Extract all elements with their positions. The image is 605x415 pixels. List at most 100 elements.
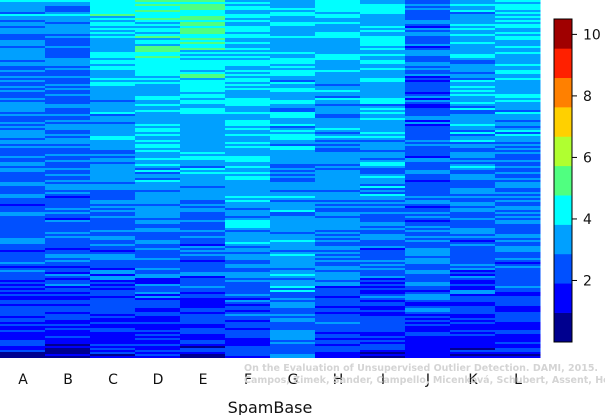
- heatmap-cell: [315, 4, 361, 6]
- heatmap-cell: [360, 290, 406, 292]
- heatmap-cell: [90, 248, 136, 250]
- heatmap-cell: [405, 116, 451, 118]
- heatmap-cell: [135, 176, 181, 178]
- heatmap-cell: [315, 178, 361, 180]
- heatmap-cell: [405, 316, 451, 318]
- heatmap-cell: [315, 228, 361, 230]
- heatmap-cell: [180, 80, 226, 82]
- heatmap-cell: [270, 206, 316, 208]
- heatmap-cell: [135, 308, 181, 310]
- heatmap-cell: [405, 144, 451, 146]
- heatmap-cell: [180, 202, 226, 204]
- heatmap-cell: [90, 174, 136, 176]
- heatmap-cell: [360, 68, 406, 70]
- heatmap-cell: [360, 332, 406, 334]
- heatmap-cell: [135, 46, 181, 48]
- heatmap-cell: [315, 58, 361, 60]
- heatmap-cell: [0, 168, 46, 170]
- heatmap-cell: [135, 118, 181, 120]
- heatmap-cell: [405, 328, 451, 330]
- heatmap-cell: [180, 118, 226, 120]
- heatmap-cell: [270, 164, 316, 166]
- heatmap-cell: [495, 198, 541, 200]
- heatmap-cell: [180, 214, 226, 216]
- heatmap-cell: [315, 180, 361, 182]
- heatmap-cell: [270, 180, 316, 182]
- heatmap-cell: [450, 0, 496, 2]
- heatmap-cell: [405, 314, 451, 316]
- heatmap-cell: [270, 228, 316, 230]
- heatmap-cell: [450, 256, 496, 258]
- heatmap-cell: [135, 284, 181, 286]
- heatmap-cell: [270, 298, 316, 300]
- heatmap-cell: [360, 206, 406, 208]
- heatmap-cell: [495, 348, 541, 350]
- heatmap-cell: [450, 278, 496, 280]
- heatmap-cell: [180, 88, 226, 90]
- heatmap-cell: [45, 128, 91, 130]
- heatmap-cell: [405, 122, 451, 124]
- heatmap-cell: [225, 216, 271, 218]
- heatmap-cell: [360, 24, 406, 26]
- heatmap-cell: [90, 234, 136, 236]
- heatmap-cell: [0, 212, 46, 214]
- heatmap-cell: [360, 104, 406, 106]
- heatmap-cell: [0, 136, 46, 138]
- heatmap-cell: [405, 196, 451, 198]
- heatmap-cell: [90, 298, 136, 300]
- heatmap-cell: [225, 14, 271, 16]
- heatmap-cell: [315, 106, 361, 108]
- heatmap-cell: [450, 280, 496, 282]
- heatmap-cell: [495, 212, 541, 214]
- heatmap-cell: [225, 346, 271, 348]
- heatmap-cell: [405, 224, 451, 226]
- heatmap-cell: [450, 218, 496, 220]
- heatmap-cell: [405, 130, 451, 132]
- heatmap-cell: [90, 354, 136, 356]
- heatmap-cell: [90, 8, 136, 10]
- heatmap-cell: [405, 330, 451, 332]
- heatmap-cell: [180, 308, 226, 310]
- heatmap-cell: [225, 248, 271, 250]
- heatmap-cell: [45, 320, 91, 322]
- heatmap-cell: [405, 284, 451, 286]
- heatmap-cell: [405, 56, 451, 58]
- heatmap-cell: [90, 78, 136, 80]
- heatmap-cell: [315, 326, 361, 328]
- heatmap-cell: [135, 316, 181, 318]
- heatmap-cell: [180, 222, 226, 224]
- heatmap-cell: [45, 154, 91, 156]
- heatmap-cell: [360, 336, 406, 338]
- heatmap-cell: [315, 206, 361, 208]
- heatmap-cell: [135, 52, 181, 54]
- heatmap-cell: [405, 158, 451, 160]
- heatmap-cell: [315, 48, 361, 50]
- heatmap-cell: [270, 236, 316, 238]
- heatmap-cell: [135, 154, 181, 156]
- heatmap-cell: [270, 280, 316, 282]
- heatmap-cell: [225, 136, 271, 138]
- heatmap-cell: [360, 168, 406, 170]
- heatmap-cell: [270, 28, 316, 30]
- heatmap-cell: [180, 220, 226, 222]
- heatmap-cell: [495, 278, 541, 280]
- heatmap-cell: [225, 272, 271, 274]
- heatmap-cell: [45, 160, 91, 162]
- heatmap-cell: [450, 250, 496, 252]
- heatmap-cell: [225, 142, 271, 144]
- heatmap-cell: [315, 210, 361, 212]
- heatmap-cell: [135, 74, 181, 76]
- heatmap-cell: [360, 224, 406, 226]
- heatmap-cell: [270, 56, 316, 58]
- heatmap-cell: [135, 252, 181, 254]
- heatmap-cell: [360, 244, 406, 246]
- heatmap-cell: [90, 216, 136, 218]
- heatmap-cell: [135, 354, 181, 356]
- heatmap-cell: [0, 292, 46, 294]
- heatmap-cell: [135, 22, 181, 24]
- heatmap-cell: [45, 178, 91, 180]
- heatmap-cell: [225, 354, 271, 356]
- heatmap-cell: [180, 54, 226, 56]
- heatmap-cell: [495, 94, 541, 96]
